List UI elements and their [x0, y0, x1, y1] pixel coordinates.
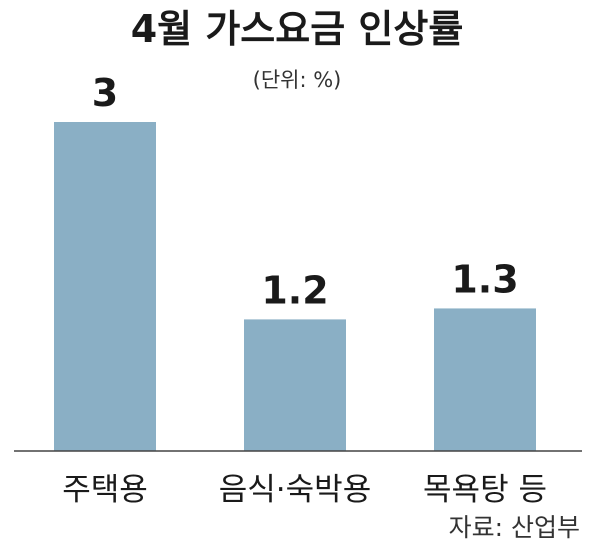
category-label-3: 목욕탕 등: [423, 472, 547, 508]
source-note: 자료: 산업부: [449, 513, 580, 542]
chart-unit-subtitle: (단위: %): [253, 68, 342, 92]
value-label-2: 1.2: [261, 268, 328, 312]
bars-group: [54, 122, 536, 451]
value-label-1: 3: [92, 71, 118, 115]
bar-2: [244, 319, 346, 451]
category-label-1: 주택용: [62, 472, 148, 508]
value-labels-group: 3 1.2 1.3: [92, 71, 519, 312]
chart-title: 4월 가스요금 인상률: [131, 7, 464, 51]
value-label-3: 1.3: [451, 257, 518, 301]
category-label-2: 음식·숙박용: [219, 472, 371, 508]
bar-1: [54, 122, 156, 451]
category-labels-group: 주택용 음식·숙박용 목욕탕 등: [62, 472, 547, 508]
bar-3: [434, 308, 536, 451]
